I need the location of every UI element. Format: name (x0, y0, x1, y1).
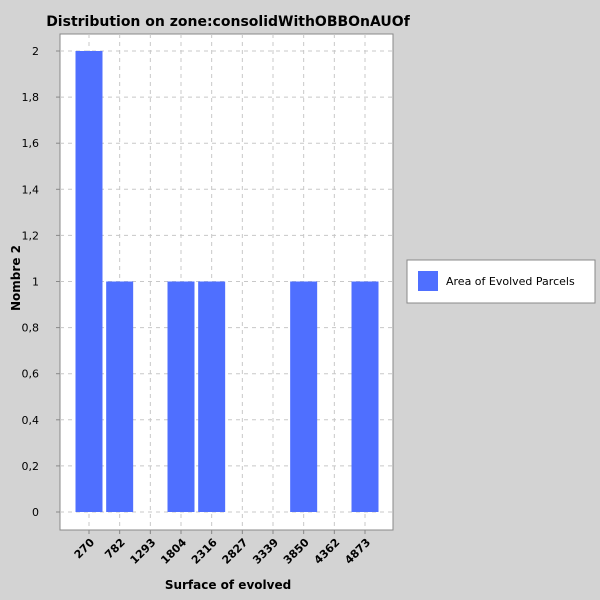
x-tick-label: 3339 (250, 536, 281, 567)
y-axis-label: Nombre 2 (9, 245, 23, 311)
y-tick-label: 1,6 (22, 137, 40, 150)
legend-label: Area of Evolved Parcels (446, 275, 575, 288)
y-tick-label: 0,2 (22, 460, 40, 473)
y-tick-label: 1 (32, 276, 39, 289)
y-tick-label: 1,8 (22, 91, 40, 104)
y-tick-label: 1,2 (22, 229, 40, 242)
x-tick-label: 270 (72, 536, 98, 562)
bar (290, 281, 318, 512)
y-tick-label: 0,4 (22, 414, 40, 427)
x-tick-label: 2827 (220, 536, 251, 567)
legend: Area of Evolved Parcels (406, 259, 596, 304)
bars (75, 51, 379, 512)
legend-box (406, 259, 596, 304)
bar (167, 281, 195, 512)
y-tick-label: 0,8 (22, 322, 40, 335)
x-tick-label: 4873 (342, 536, 373, 567)
x-tick-label: 2316 (189, 536, 220, 567)
legend-swatch (418, 271, 438, 291)
x-axis-ticks: 270 782 1293 1804 2316 2827 3339 3850 4362 4873 (72, 530, 373, 567)
x-tick-label: 1293 (128, 536, 159, 567)
y-tick-label: 2 (32, 45, 39, 58)
y-tick-label: 0 (32, 506, 39, 519)
y-axis-ticks: 0 0,2 0,4 0,6 0,8 1 1,2 1,4 1,6 1,8 2 (22, 45, 60, 519)
x-tick-label: 1804 (158, 536, 189, 567)
x-tick-label: 782 (102, 536, 127, 561)
x-tick-label: 4362 (312, 536, 343, 567)
bar (198, 281, 226, 512)
y-tick-label: 0,6 (22, 368, 40, 381)
bar (75, 51, 103, 512)
x-tick-label: 3850 (281, 536, 312, 567)
bar (106, 281, 134, 512)
x-axis-label: Surface of evolved (165, 578, 291, 592)
bar (351, 281, 379, 512)
y-tick-label: 1,4 (22, 183, 40, 196)
chart-title: Distribution on zone:consolidWithOBBOnAU… (46, 14, 411, 30)
